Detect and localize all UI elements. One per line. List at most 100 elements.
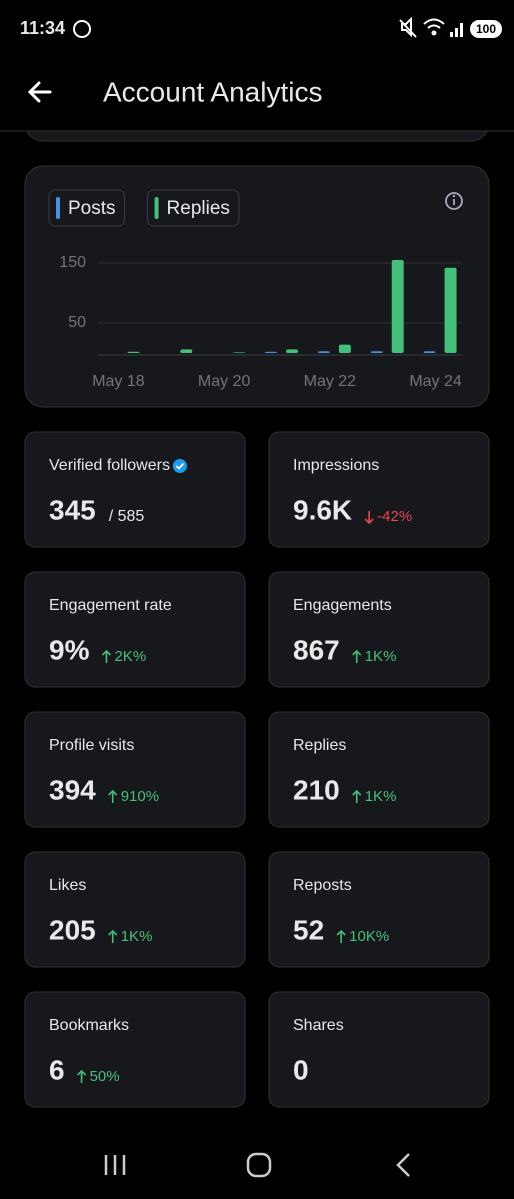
stat-card-bg [268, 991, 490, 1108]
legend-item[interactable]: Posts [48, 189, 126, 227]
stat-card[interactable]: Replies 210 1K% [268, 711, 490, 828]
legend-label: Replies [167, 198, 230, 219]
battery-level: 100 [476, 22, 496, 36]
trend-arrow [352, 789, 362, 803]
trend-arrow [77, 1069, 87, 1083]
stat-change: -42% [377, 508, 412, 525]
stat-label: Verified followers [49, 457, 170, 474]
bar [286, 349, 298, 353]
stat-card[interactable]: Profile visits 394 910% [24, 711, 246, 828]
stat-card-bg [268, 851, 490, 968]
trend-arrow [352, 649, 362, 663]
stat-card[interactable]: Impressions 9.6K -42% [268, 431, 490, 548]
chart-card [24, 165, 490, 408]
stat-card-bg [268, 431, 490, 548]
stat-change: 2K% [114, 648, 146, 665]
stat-card[interactable]: Engagements 867 1K% [268, 571, 490, 688]
trend-arrow [108, 789, 118, 803]
trend-arrow [108, 929, 118, 943]
back-button[interactable] [27, 81, 52, 103]
bar [233, 352, 246, 353]
page-title: Account Analytics [103, 76, 322, 107]
bar [180, 349, 193, 353]
stat-card-bg [268, 571, 490, 688]
stat-change: 1K% [365, 788, 397, 805]
legend-chip [48, 189, 126, 227]
bar [127, 351, 140, 353]
stat-label: Engagement rate [49, 597, 172, 614]
verified-badge [172, 459, 187, 473]
stat-change: 1K% [365, 648, 397, 665]
verified-badge-circle [172, 459, 187, 473]
stat-value: 9% [49, 634, 90, 665]
stat-card[interactable]: Verified followers 345 / 585 [24, 431, 246, 548]
legend-chip [147, 189, 240, 227]
stat-label: Shares [293, 1017, 344, 1034]
bar [338, 344, 351, 353]
stat-label: Engagements [293, 597, 392, 614]
trend-arrow [101, 649, 112, 663]
battery [470, 20, 502, 38]
stat-change: 910% [121, 788, 159, 805]
signal-icon [450, 23, 463, 37]
stat-cards: Verified followers 345 / 585 Impressions 9.6… [24, 431, 490, 1108]
stat-card[interactable]: Engagement rate 9% 2K% [24, 571, 246, 688]
stat-value: 205 [49, 914, 96, 945]
stat-value: 394 [49, 774, 96, 805]
stat-label: Impressions [293, 457, 379, 474]
x-tick-label: May 22 [304, 373, 357, 390]
stat-card-bg [24, 851, 246, 968]
whatsapp-icon [73, 20, 91, 38]
stat-change: 1K% [121, 928, 153, 945]
nav-home[interactable] [246, 1152, 272, 1178]
bar [444, 267, 457, 353]
stat-card[interactable]: Shares 0 [268, 991, 490, 1108]
x-tick-label: May 24 [409, 373, 462, 390]
stat-label: Bookmarks [49, 1017, 129, 1034]
stat-value: 210 [293, 774, 340, 805]
stat-label: Profile visits [49, 737, 134, 754]
trend-arrow [336, 929, 346, 943]
wifi-icon [423, 18, 445, 36]
stat-value: 867 [293, 634, 340, 665]
stat-card[interactable]: Likes 205 1K% [24, 851, 246, 968]
stat-card[interactable]: Bookmarks 6 50% [24, 991, 246, 1108]
bar [317, 351, 330, 353]
stat-card-bg [268, 711, 490, 828]
chart: Posts Replies 50 150 May 18 May 20 May 22 May 2… [48, 189, 462, 390]
stat-card-bg [24, 571, 246, 688]
stat-value: 345 [49, 494, 96, 525]
trend-arrow [364, 511, 374, 525]
nav-recents[interactable] [104, 1155, 126, 1175]
stat-change: 50% [90, 1068, 120, 1085]
stat-value: 9.6K [293, 494, 352, 525]
stat-value: 0 [293, 1054, 309, 1085]
mute-icon [399, 16, 417, 38]
x-tick-label: May 18 [92, 373, 145, 390]
nav-back[interactable] [396, 1153, 410, 1177]
bar [370, 351, 383, 353]
status-time: 11:34 [20, 18, 65, 38]
bar [423, 351, 436, 353]
legend-label: Posts [68, 198, 116, 219]
legend-swatch [154, 197, 159, 219]
stat-value: 6 [49, 1054, 65, 1085]
stat-card-bg [24, 711, 246, 828]
stat-card[interactable]: Reposts 52 10K% [268, 851, 490, 968]
info-icon[interactable] [445, 192, 463, 210]
stat-card-bg [24, 431, 246, 548]
legend-item[interactable]: Replies [147, 189, 240, 227]
verified-badge-check [175, 462, 185, 470]
stat-value: 52 [293, 914, 324, 945]
stat-total: / 585 [109, 508, 145, 525]
stat-label: Reposts [293, 877, 352, 894]
x-tick-label: May 20 [198, 373, 251, 390]
bar [265, 351, 277, 353]
y-tick-label: 50 [68, 314, 86, 331]
stat-change: 10K% [349, 928, 389, 945]
bar [391, 260, 404, 353]
legend-swatch [56, 197, 60, 219]
stat-label: Likes [49, 877, 86, 894]
